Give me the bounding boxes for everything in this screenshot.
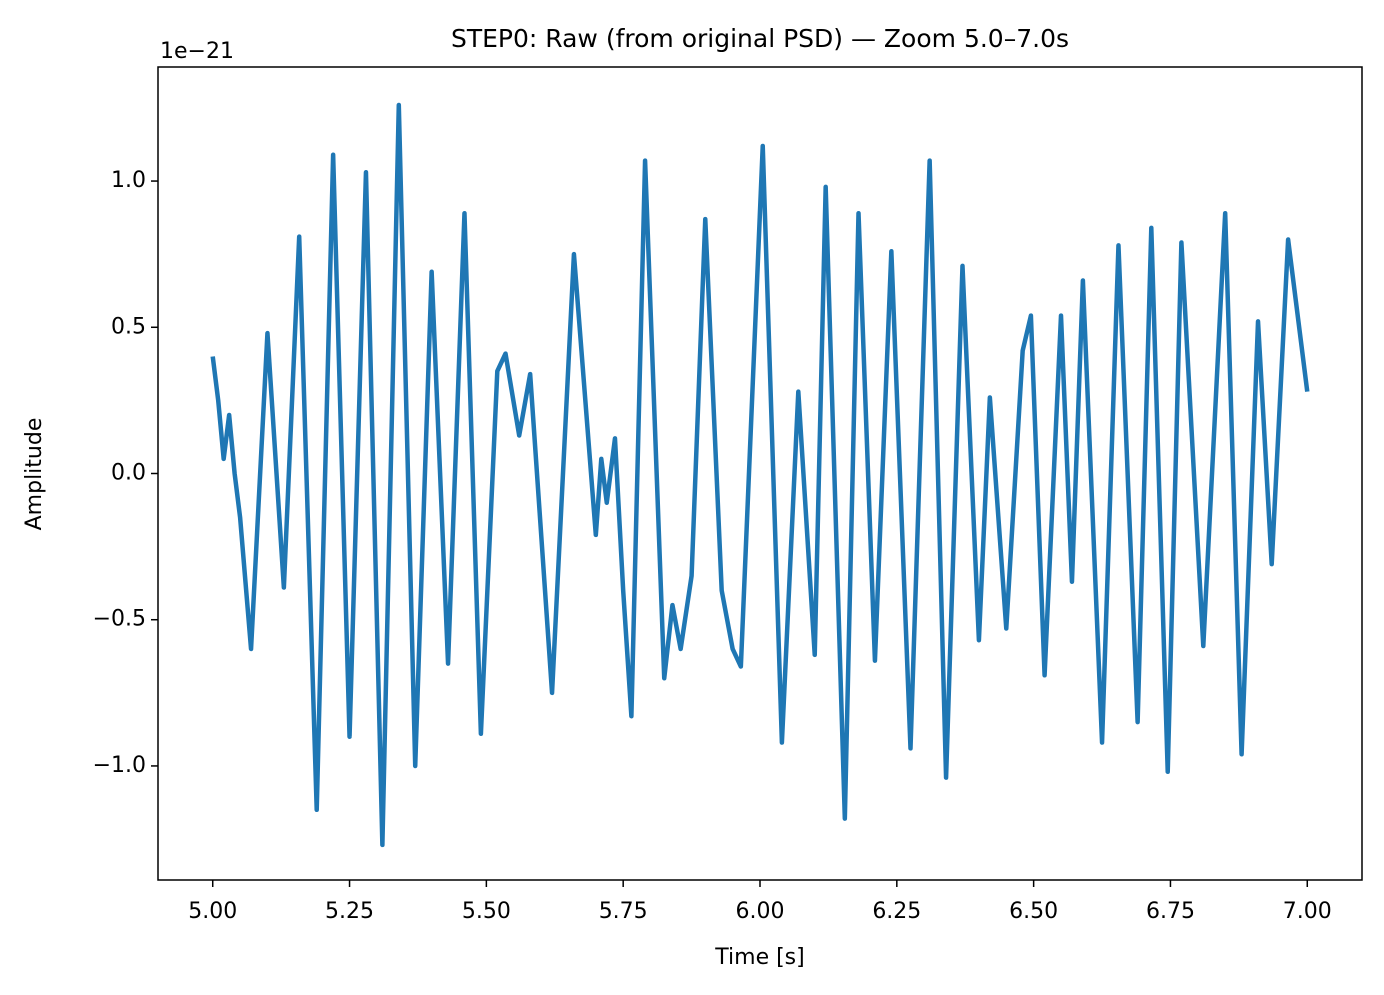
y-tick-label: 1.0: [111, 168, 146, 193]
x-tick-label: 7.00: [1283, 899, 1332, 924]
x-tick-label: 6.00: [736, 899, 785, 924]
data-line: [210, 102, 1310, 848]
y-tick-label: −1.0: [93, 753, 146, 778]
x-tick-label: 6.50: [1009, 899, 1058, 924]
y-tick-label: 0.5: [111, 314, 146, 339]
x-axis-label: Time [s]: [714, 945, 804, 970]
x-tick-label: 5.75: [599, 899, 648, 924]
x-tick-label: 5.50: [462, 899, 511, 924]
chart-title: STEP0: Raw (from original PSD) — Zoom 5.…: [451, 24, 1069, 53]
y-tick-label: 0.0: [111, 461, 146, 486]
x-tick-label: 5.00: [188, 899, 237, 924]
y-tick-label: −0.5: [93, 607, 146, 632]
x-tick-label: 6.25: [872, 899, 921, 924]
x-tick-label: 6.75: [1146, 899, 1195, 924]
x-tick-label: 5.25: [325, 899, 374, 924]
y-offset-label: 1e−21: [160, 39, 234, 64]
y-axis-label: Amplitude: [22, 418, 47, 531]
plot-frame: [157, 66, 1363, 881]
